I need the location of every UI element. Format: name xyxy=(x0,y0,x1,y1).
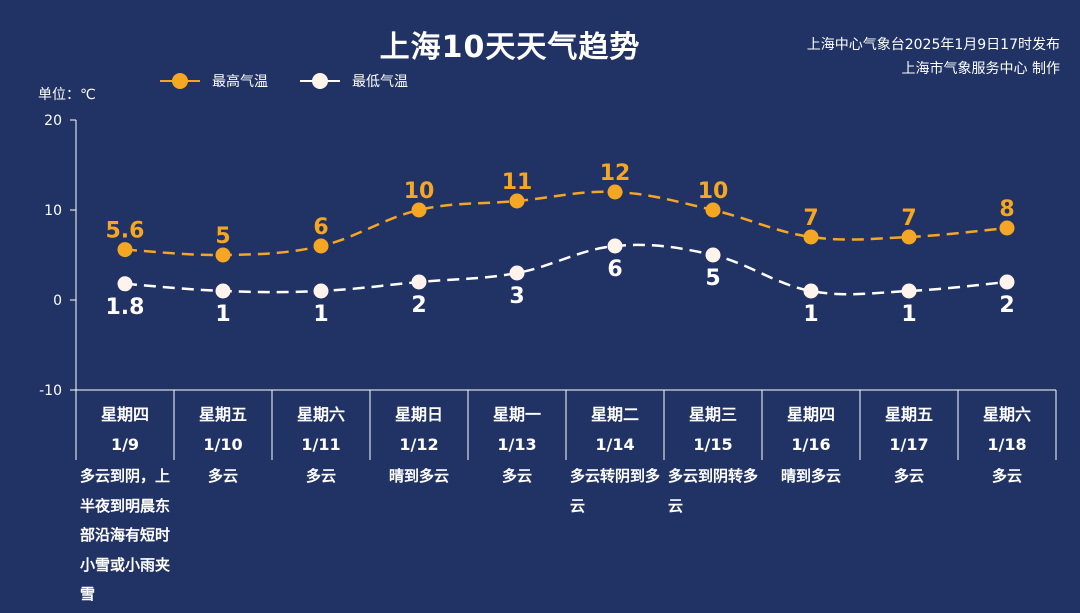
weekday-label: 星期六 xyxy=(296,405,345,424)
day-column: 星期五 1/17 xyxy=(860,390,958,460)
day-column: 星期五 1/10 xyxy=(174,390,272,460)
data-point-high xyxy=(999,220,1015,236)
data-point-high xyxy=(607,184,623,200)
weather-description: 多云转阴到多云 xyxy=(570,467,661,515)
unit-label: 单位：℃ xyxy=(38,87,96,103)
weather-description: 多云到阴转多云 xyxy=(668,467,759,515)
date-label: 1/16 xyxy=(791,435,831,454)
weekday-label: 星期六 xyxy=(982,405,1031,424)
data-point-high xyxy=(803,229,819,245)
legend-label-high: 最高气温 xyxy=(212,74,268,90)
data-point-low xyxy=(901,283,917,299)
data-point-low xyxy=(117,276,133,292)
date-label: 1/9 xyxy=(110,435,140,454)
date-label: 1/17 xyxy=(889,435,929,454)
data-label-high: 8 xyxy=(999,197,1014,222)
data-point-high xyxy=(901,229,917,245)
date-label: 1/10 xyxy=(203,435,243,454)
data-label-low: 1 xyxy=(313,302,328,327)
date-label: 1/13 xyxy=(497,435,537,454)
date-label: 1/18 xyxy=(987,435,1027,454)
weekday-label: 星期四 xyxy=(786,405,835,424)
day-column: 星期日 1/12 xyxy=(370,390,468,460)
data-point-low xyxy=(803,283,819,299)
data-label-high: 11 xyxy=(502,170,533,195)
data-label-low: 2 xyxy=(999,293,1014,318)
y-tick-label: 20 xyxy=(44,113,62,129)
data-label-low: 2 xyxy=(411,293,426,318)
data-point-low xyxy=(411,274,427,290)
data-label-high: 12 xyxy=(600,161,631,186)
data-label-low: 5 xyxy=(705,266,720,291)
weather-description: 多云 xyxy=(501,467,532,485)
weekday-label: 星期日 xyxy=(394,405,443,424)
issuer-line-1: 上海中心气象台2025年1月9日17时发布 xyxy=(806,37,1060,53)
issuer-line-2: 上海市气象服务中心 制作 xyxy=(901,61,1060,77)
data-label-low: 6 xyxy=(607,257,622,282)
data-label-high: 7 xyxy=(901,206,916,231)
weather-description: 多云 xyxy=(893,467,924,485)
legend-item-high[interactable]: 最高气温 xyxy=(160,71,268,91)
data-point-low xyxy=(607,238,623,254)
data-point-high xyxy=(313,238,329,254)
data-label-high: 5 xyxy=(215,224,230,249)
day-column: 星期六 1/18 xyxy=(958,390,1056,460)
chart-title: 上海10天天气趋势 xyxy=(379,30,641,65)
date-label: 1/12 xyxy=(399,435,439,454)
day-column: 星期一 1/13 xyxy=(468,390,566,460)
data-label-low: 1 xyxy=(215,302,230,327)
legend-item-low[interactable]: 最低气温 xyxy=(300,71,408,91)
legend-swatch-low xyxy=(300,73,340,89)
data-label-high: 6 xyxy=(313,215,328,240)
weekday-label: 星期一 xyxy=(492,405,541,424)
y-tick-label: -10 xyxy=(39,383,62,399)
data-point-high xyxy=(411,202,427,218)
weekday-label: 星期三 xyxy=(688,405,737,424)
weekday-label: 星期五 xyxy=(884,405,933,424)
legend-swatch-high xyxy=(160,73,200,89)
date-label: 1/11 xyxy=(301,435,341,454)
weather-description: 多云 xyxy=(207,467,238,485)
date-label: 1/14 xyxy=(595,435,635,454)
data-point-low xyxy=(313,283,329,299)
legend-label-low: 最低气温 xyxy=(352,74,408,90)
data-label-low: 1 xyxy=(901,302,916,327)
data-label-low: 1.8 xyxy=(106,295,145,320)
data-point-high xyxy=(215,247,231,263)
data-label-low: 3 xyxy=(509,284,524,309)
weather-description: 晴到多云 xyxy=(780,467,841,485)
data-point-low xyxy=(705,247,721,263)
weather-description: 晴到多云 xyxy=(388,467,449,485)
issuer-info: 上海中心气象台2025年1月9日17时发布 上海市气象服务中心 制作 xyxy=(807,33,1060,81)
legend: 最高气温 最低气温 xyxy=(160,70,440,92)
y-tick-label: 0 xyxy=(53,293,62,309)
weekday-label: 星期五 xyxy=(198,405,247,424)
weekday-label: 星期四 xyxy=(100,405,149,424)
day-column: 星期二 1/14 xyxy=(566,390,664,460)
day-column: 星期六 1/11 xyxy=(272,390,370,460)
data-label-low: 1 xyxy=(803,302,818,327)
data-point-high xyxy=(509,193,525,209)
data-point-high xyxy=(705,202,721,218)
weekday-label: 星期二 xyxy=(590,405,639,424)
series-line-high xyxy=(124,190,1008,257)
date-label: 1/15 xyxy=(693,435,733,454)
data-label-high: 7 xyxy=(803,206,818,231)
day-column: 星期四 1/16 xyxy=(762,390,860,460)
weather-description: 多云到阴，上半夜到明晨东部沿海有短时小雪或小雨夹雪 xyxy=(80,467,171,603)
weather-description: 多云 xyxy=(991,467,1022,485)
day-column: 星期四 1/9 xyxy=(76,390,174,460)
day-column: 星期三 1/15 xyxy=(664,390,762,460)
weather-description: 多云 xyxy=(305,467,336,485)
data-point-low xyxy=(215,283,231,299)
data-label-high: 10 xyxy=(698,179,729,204)
data-label-high: 10 xyxy=(404,179,435,204)
data-point-low xyxy=(999,274,1015,290)
series-line-low xyxy=(124,243,1008,296)
data-point-high xyxy=(117,242,133,258)
y-tick-label: 10 xyxy=(44,203,62,219)
data-point-low xyxy=(509,265,525,281)
data-label-high: 5.6 xyxy=(106,219,145,244)
